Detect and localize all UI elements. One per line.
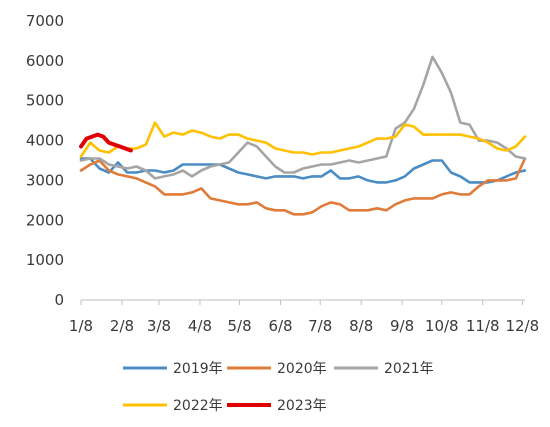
y-axis: 0 1000 2000 3000 4000 5000 6000 7000 (26, 12, 64, 309)
x-axis: 1/8 2/8 3/8 4/8 5/8 6/8 7/8 8/8 9/8 10/8 11/8 12/8 (69, 299, 539, 335)
x-tick-label: 2/8 (110, 317, 134, 335)
series-layer (79, 55, 527, 216)
y-tick-label: 5000 (26, 92, 64, 110)
y-tick-label: 2000 (26, 211, 64, 229)
x-tick-label: 6/8 (268, 317, 292, 335)
series-line-3 (79, 55, 527, 180)
y-tick-label: 0 (54, 291, 64, 309)
y-tick-label: 7000 (26, 12, 64, 30)
x-tick-label: 9/8 (390, 317, 414, 335)
x-tick-label: 8/8 (349, 317, 373, 335)
x-tick-label: 10/8 (425, 317, 459, 335)
y-tick-label: 3000 (26, 171, 64, 189)
x-tick-label: 12/8 (505, 317, 539, 335)
series-line-1 (79, 157, 527, 184)
series-line-2 (79, 157, 527, 216)
x-tick-label: 5/8 (227, 317, 251, 335)
legend-label: 2023年 (277, 398, 327, 414)
y-tick-label: 6000 (26, 52, 64, 70)
x-tick-label: 7/8 (308, 317, 332, 335)
legend-label: 2022年 (173, 398, 223, 414)
legend-label: 2019年 (173, 361, 223, 377)
legend: 2019年 2020年 2021年 2022年 2023年 (123, 361, 434, 414)
series-line-5 (79, 132, 133, 153)
legend-label: 2021年 (384, 361, 434, 377)
x-tick-label: 4/8 (188, 317, 212, 335)
x-tick-label: 3/8 (147, 317, 171, 335)
y-tick-label: 1000 (26, 251, 64, 269)
series-line-4 (79, 121, 527, 158)
x-tick-label: 11/8 (466, 317, 500, 335)
legend-label: 2020年 (277, 361, 327, 377)
x-tick-label: 1/8 (69, 317, 93, 335)
y-tick-label: 4000 (26, 132, 64, 150)
